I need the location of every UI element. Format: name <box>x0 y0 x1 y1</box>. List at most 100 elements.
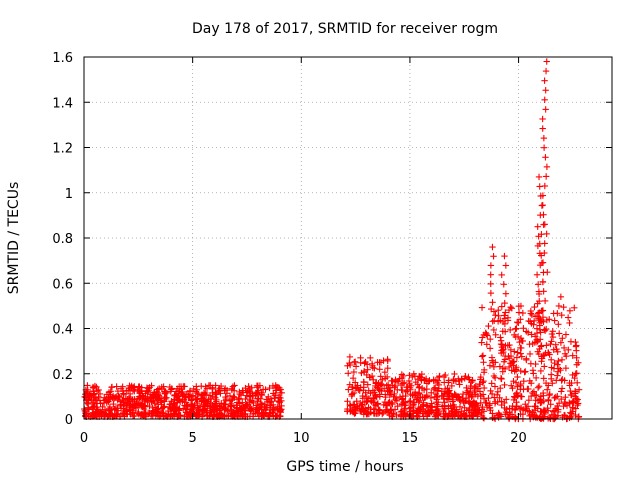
data-point <box>208 385 216 393</box>
data-point <box>133 399 140 407</box>
data-point <box>491 383 499 390</box>
data-point <box>123 400 131 408</box>
data-point <box>204 398 212 405</box>
data-point <box>205 382 213 389</box>
data-point <box>350 368 358 376</box>
data-point <box>360 406 367 413</box>
data-point <box>388 377 395 384</box>
data-point <box>152 404 160 411</box>
data-point <box>558 388 565 395</box>
data-point <box>345 370 352 377</box>
data-point <box>233 407 240 414</box>
data-point <box>148 395 155 402</box>
data-point <box>370 394 377 402</box>
data-point <box>173 403 180 411</box>
data-point <box>498 303 505 310</box>
data-point <box>371 399 379 406</box>
data-point <box>110 400 117 408</box>
data-point <box>345 386 352 393</box>
data-point <box>359 392 366 400</box>
data-point <box>377 373 384 380</box>
data-point <box>256 382 264 389</box>
data-point <box>261 403 268 410</box>
data-point <box>190 410 198 417</box>
data-point <box>436 372 443 380</box>
data-point <box>112 405 120 412</box>
data-point <box>239 387 246 394</box>
data-point <box>364 381 371 388</box>
data-point <box>566 319 573 327</box>
data-point <box>552 393 559 401</box>
data-point <box>109 392 117 400</box>
data-point <box>181 393 188 400</box>
data-point <box>188 393 195 400</box>
data-point <box>146 384 153 391</box>
data-point <box>182 405 189 412</box>
data-point <box>368 360 376 367</box>
data-point <box>383 373 391 381</box>
data-point <box>85 393 92 401</box>
data-point <box>480 384 488 392</box>
data-point <box>156 395 163 402</box>
data-point <box>146 394 154 401</box>
data-point <box>162 412 169 419</box>
data-point <box>276 407 284 415</box>
data-point <box>240 406 248 414</box>
data-point <box>554 393 561 400</box>
data-point <box>367 405 374 413</box>
data-point <box>163 394 170 401</box>
data-point <box>152 412 160 419</box>
data-point <box>144 398 151 406</box>
data-point <box>566 307 574 314</box>
data-point <box>367 390 374 397</box>
data-point <box>488 380 495 387</box>
data-point <box>142 395 149 402</box>
data-point <box>134 395 142 402</box>
data-point <box>115 392 122 400</box>
data-point <box>564 314 572 321</box>
data-point <box>248 384 255 391</box>
data-point <box>262 406 269 413</box>
data-point <box>99 403 106 411</box>
data-point <box>487 387 494 395</box>
data-point <box>102 395 110 403</box>
data-point <box>489 318 496 325</box>
data-point <box>129 396 136 403</box>
data-point <box>375 385 382 393</box>
data-point <box>98 411 105 419</box>
data-point <box>236 390 243 398</box>
data-point <box>117 385 125 392</box>
data-point <box>110 395 118 403</box>
data-point <box>182 399 190 406</box>
data-point <box>233 399 241 406</box>
data-point <box>226 403 234 410</box>
data-point <box>223 407 231 415</box>
data-point <box>132 404 139 412</box>
data-point <box>175 411 182 419</box>
data-point <box>195 406 203 413</box>
data-point <box>218 400 225 407</box>
data-point <box>357 354 364 362</box>
data-point <box>198 391 206 398</box>
data-point <box>378 381 386 389</box>
data-point <box>171 396 178 403</box>
data-point <box>129 409 136 416</box>
data-point <box>90 399 98 407</box>
data-point <box>176 405 183 412</box>
data-point <box>166 383 174 391</box>
data-point <box>192 388 200 395</box>
data-point <box>170 411 178 418</box>
data-point <box>266 410 273 417</box>
data-point <box>350 389 358 397</box>
data-point <box>227 402 235 409</box>
data-point <box>271 394 278 402</box>
data-point <box>228 385 236 392</box>
data-point <box>137 394 144 401</box>
data-point <box>562 364 570 372</box>
data-point <box>161 403 168 410</box>
data-point <box>93 387 101 395</box>
data-point <box>212 394 219 401</box>
data-point <box>128 382 135 390</box>
data-point <box>237 410 245 418</box>
